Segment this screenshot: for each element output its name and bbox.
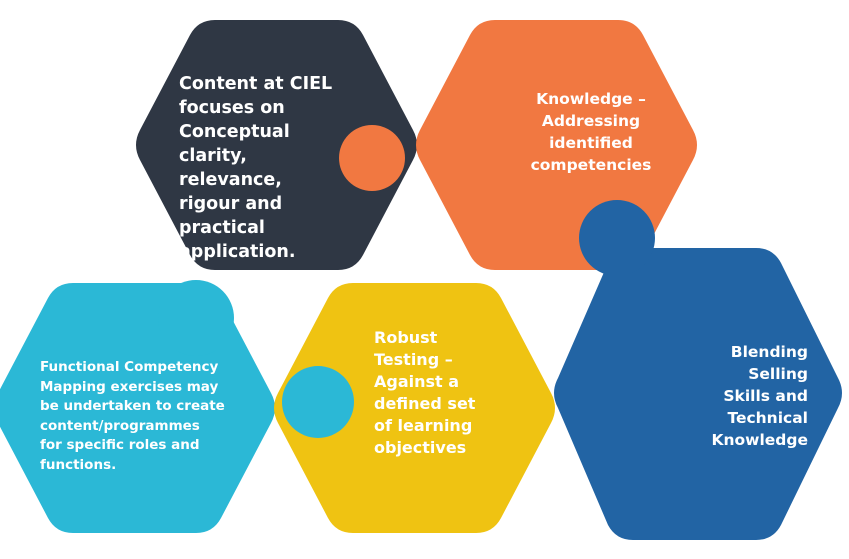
- text-line: for specific roles and: [40, 437, 200, 453]
- text-line: Robust: [374, 328, 438, 347]
- text-line: defined set: [374, 394, 476, 413]
- text-line: Technical: [727, 409, 808, 427]
- connector-knob-blue: [579, 200, 655, 276]
- piece-text-yellow: Robust Testing – Against a defined set of le…: [374, 327, 475, 459]
- text-line: functions.: [40, 456, 117, 473]
- text-line: focuses on: [179, 98, 285, 118]
- text-line: Skills and: [723, 387, 808, 405]
- text-line: Content at CIEL: [179, 74, 333, 94]
- text-line: content/programmes: [40, 417, 200, 434]
- text-line: Against a: [374, 372, 460, 391]
- text-line: identified: [549, 134, 633, 152]
- text-line: practical: [179, 218, 265, 238]
- puzzle-piece-blue: [554, 200, 842, 540]
- text-line: relevance,: [179, 170, 282, 190]
- piece-text-cyan: Functional Competency Mapping exercises m…: [40, 358, 225, 475]
- text-line: rigour and: [179, 194, 283, 214]
- connector-knob-orange: [339, 125, 405, 191]
- text-line: objectives: [374, 438, 467, 457]
- text-line: Selling: [748, 365, 808, 383]
- text-line: Addressing: [541, 112, 641, 130]
- text-line: Conceptual: [179, 122, 290, 142]
- text-line: Mapping exercises may: [40, 378, 219, 395]
- puzzle-piece-dark: [136, 20, 417, 270]
- piece-text-orange: Knowledge – Addressing identified competenc…: [486, 88, 696, 176]
- piece-text-dark: Content at CIEL focuses on Conceptual clari…: [179, 72, 332, 264]
- text-line: application.: [179, 242, 296, 262]
- text-line: Knowledge: [711, 431, 808, 449]
- text-line: Blending: [730, 343, 808, 361]
- puzzle-piece-cyan: [0, 280, 275, 533]
- hexagon-blue: [554, 248, 842, 540]
- hexagon-dark: [136, 20, 417, 270]
- connector-knob-cyan-right: [282, 366, 354, 438]
- text-line: clarity,: [179, 146, 247, 166]
- text-line: be undertaken to create: [40, 398, 225, 414]
- text-line: competencies: [530, 156, 652, 174]
- text-line: of learning: [374, 416, 473, 435]
- connector-knob-cyan: [158, 280, 234, 356]
- text-line: Knowledge –: [536, 90, 646, 108]
- hexagon-yellow: [274, 283, 555, 533]
- text-line: Testing –: [374, 350, 453, 369]
- piece-text-blue: Blending Selling Skills and Technical Knowle…: [676, 341, 808, 451]
- text-line: Functional Competency: [40, 359, 219, 375]
